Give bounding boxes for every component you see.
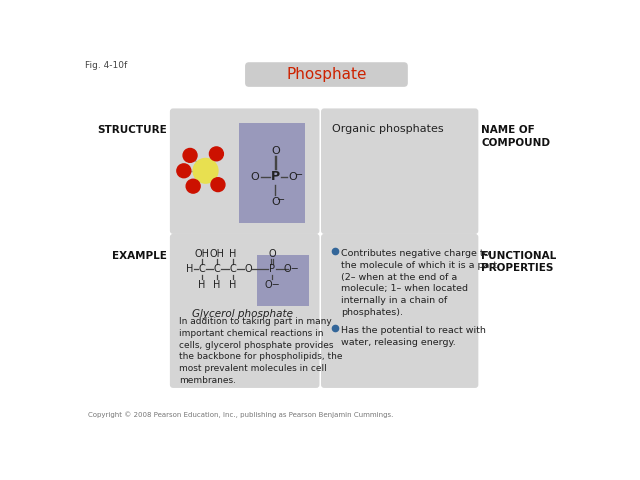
- Text: EXAMPLE: EXAMPLE: [112, 251, 167, 261]
- FancyBboxPatch shape: [170, 108, 319, 234]
- Circle shape: [209, 147, 223, 161]
- Circle shape: [177, 164, 191, 178]
- FancyBboxPatch shape: [170, 234, 319, 388]
- Text: In addition to taking part in many
important chemical reactions in
cells, glycer: In addition to taking part in many impor…: [179, 317, 342, 385]
- FancyBboxPatch shape: [245, 62, 408, 87]
- Circle shape: [183, 148, 197, 162]
- Text: O: O: [244, 264, 252, 275]
- Text: O: O: [271, 146, 280, 156]
- Circle shape: [186, 179, 200, 193]
- Text: H: H: [229, 249, 236, 259]
- Text: P: P: [269, 264, 275, 275]
- Text: O−: O−: [284, 264, 300, 275]
- Text: OH: OH: [210, 249, 225, 259]
- Text: Phosphate: Phosphate: [286, 67, 367, 82]
- Text: P: P: [271, 170, 280, 183]
- Text: O: O: [288, 172, 297, 182]
- Text: H: H: [198, 280, 205, 290]
- Text: −: −: [277, 195, 285, 205]
- Text: C: C: [229, 264, 236, 275]
- Circle shape: [211, 178, 225, 192]
- Text: O: O: [251, 172, 260, 182]
- Text: Glycerol phosphate: Glycerol phosphate: [192, 310, 293, 319]
- Text: H: H: [186, 264, 194, 275]
- Text: −: −: [294, 169, 303, 180]
- Text: Copyright © 2008 Pearson Education, Inc., publishing as Pearson Benjamin Cumming: Copyright © 2008 Pearson Education, Inc.…: [88, 411, 393, 418]
- Text: OH: OH: [194, 249, 209, 259]
- Text: Has the potential to react with
water, releasing energy.: Has the potential to react with water, r…: [341, 326, 486, 347]
- FancyBboxPatch shape: [321, 108, 478, 234]
- Text: H: H: [214, 280, 221, 290]
- Text: O−: O−: [264, 280, 280, 290]
- FancyBboxPatch shape: [239, 123, 305, 223]
- Text: STRUCTURE: STRUCTURE: [97, 125, 167, 135]
- Text: Contributes negative charge to
the molecule of which it is a part
(2– when at th: Contributes negative charge to the molec…: [341, 249, 497, 317]
- FancyBboxPatch shape: [321, 234, 478, 388]
- Text: O: O: [271, 197, 280, 206]
- Text: NAME OF
COMPOUND: NAME OF COMPOUND: [481, 125, 550, 148]
- Text: C: C: [198, 264, 205, 275]
- Text: FUNCTIONAL
PROPERTIES: FUNCTIONAL PROPERTIES: [481, 251, 557, 273]
- Text: Organic phosphates: Organic phosphates: [332, 124, 444, 134]
- Text: O: O: [268, 249, 276, 259]
- Text: C: C: [214, 264, 221, 275]
- FancyBboxPatch shape: [257, 255, 309, 306]
- Text: Fig. 4-10f: Fig. 4-10f: [84, 61, 127, 71]
- Text: H: H: [229, 280, 236, 290]
- Circle shape: [193, 158, 218, 183]
